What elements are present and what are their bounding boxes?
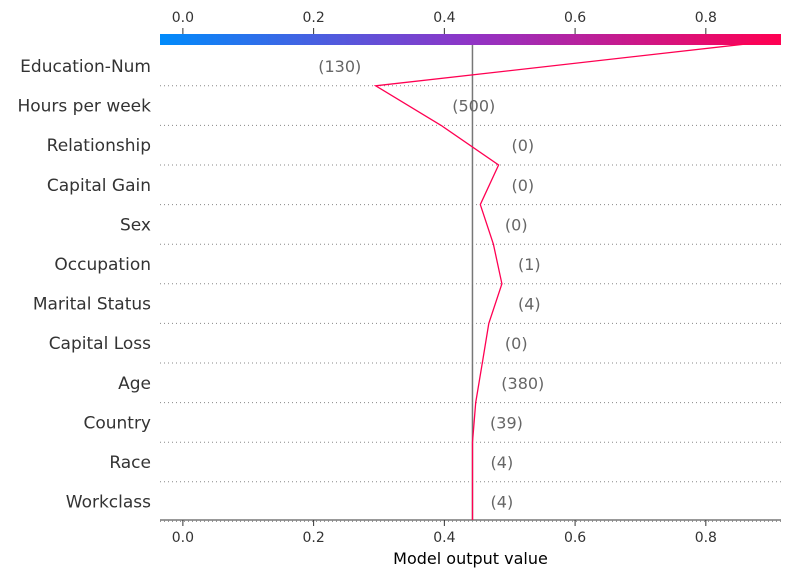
feature-name-label: Marital Status (33, 295, 151, 315)
top-tick-label: 0.8 (695, 10, 717, 26)
feature-value-label: (500) (452, 97, 495, 116)
feature-labels: Education-Num (130) Hours per week (500) Rel… (17, 57, 544, 513)
feature-name-label: Relationship (47, 136, 151, 156)
feature-value-label: (1) (518, 255, 541, 274)
feature-name-label: Hours per week (17, 97, 151, 117)
axes: 0.0 0.0 0.2 0.2 0.4 0.4 0.6 0.6 0.8 0.8 (160, 10, 781, 546)
bottom-tick-label: 0.4 (433, 530, 455, 546)
top-tick-label: 0.6 (564, 10, 586, 26)
feature-name-label: Capital Loss (49, 334, 151, 354)
feature-value-label: (0) (505, 215, 528, 234)
bottom-tick-label: 0.8 (695, 530, 717, 546)
feature-name-label: Occupation (54, 255, 151, 275)
feature-value-label: (0) (511, 176, 534, 195)
gridlines (160, 85, 781, 522)
feature-name-label: Race (109, 453, 151, 473)
feature-value-label: (380) (501, 374, 544, 393)
feature-name-label: Workclass (66, 493, 151, 513)
feature-name-label: Capital Gain (47, 176, 151, 196)
bottom-tick-label: 0.2 (302, 530, 324, 546)
feature-name-label: Age (118, 374, 151, 394)
feature-value-label: (4) (491, 453, 514, 472)
x-axis-title: Model output value (393, 549, 548, 568)
feature-value-label: (39) (490, 413, 523, 432)
top-tick-label: 0.2 (302, 10, 324, 26)
top-tick-label: 0.4 (433, 10, 455, 26)
colorbar (160, 34, 781, 45)
decision-path (373, 39, 782, 520)
decision-path-line (373, 39, 782, 520)
bottom-tick-label: 0.6 (564, 530, 586, 546)
colorbar-gradient (160, 34, 781, 45)
feature-name-label: Country (83, 413, 151, 433)
feature-value-label: (130) (318, 57, 361, 76)
bottom-tick-label: 0.0 (172, 530, 194, 546)
feature-name-label: Education-Num (20, 57, 151, 77)
feature-value-label: (4) (491, 493, 514, 512)
top-tick-label: 0.0 (172, 10, 194, 26)
feature-value-label: (0) (511, 136, 534, 155)
feature-value-label: (4) (518, 295, 541, 314)
feature-value-label: (0) (505, 334, 528, 353)
feature-name-label: Sex (120, 215, 151, 235)
